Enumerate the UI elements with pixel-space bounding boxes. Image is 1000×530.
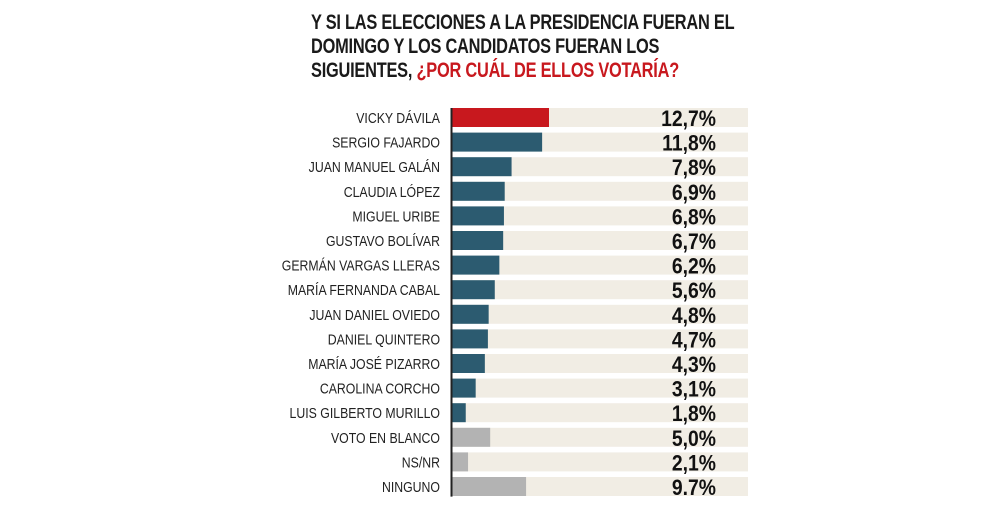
bar: [452, 280, 495, 300]
title-highlight: ¿POR CUÁL DE ELLOS VOTARÍA?: [416, 59, 680, 82]
bar: [452, 403, 466, 423]
value-label: 6,7%: [672, 230, 716, 254]
value-label: 6,9%: [672, 181, 716, 205]
value-label: 4,3%: [672, 353, 716, 377]
value-label: 4,8%: [672, 304, 716, 328]
value-label: 1,8%: [672, 402, 716, 426]
bar: [452, 181, 505, 201]
bar: [452, 231, 504, 250]
bar: [452, 329, 488, 349]
bar: [452, 132, 543, 152]
bar: [452, 108, 549, 127]
title-text: Y SI LAS ELECCIONES A LA PRESIDENCIA FUE…: [311, 11, 735, 82]
bar-track: [452, 452, 748, 472]
value-label: 12,7%: [661, 107, 716, 131]
value-label: 6,8%: [672, 205, 716, 229]
category-label: DANIEL QUINTERO: [328, 331, 440, 347]
bar-track: [452, 157, 748, 177]
bar: [452, 452, 469, 472]
value-label: 11,8%: [662, 131, 716, 155]
value-label: 6,2%: [672, 254, 716, 278]
category-label: MIGUEL URIBE: [352, 208, 440, 224]
bar: [452, 477, 527, 496]
bar-track: [452, 280, 748, 300]
bar-track: [452, 329, 748, 349]
category-label: MARÍA JOSÉ PIZARRO: [308, 355, 440, 372]
bar-track: [452, 231, 748, 250]
bar-track: [452, 403, 748, 423]
category-label: VOTO EN BLANCO: [331, 430, 440, 446]
value-label: 2,1%: [672, 451, 716, 475]
bar: [452, 255, 500, 275]
bar-track: [452, 181, 748, 201]
category-label: MARÍA FERNANDA CABAL: [288, 281, 441, 298]
value-label: 9.7%: [672, 476, 716, 500]
category-label: VICKY DÁVILA: [356, 109, 441, 126]
bar: [452, 378, 476, 398]
value-label: 3,1%: [672, 377, 716, 401]
bar-track: [452, 255, 748, 275]
value-label: 4,7%: [672, 328, 716, 352]
category-label: JUAN MANUEL GALÁN: [309, 158, 440, 175]
bar-track: [452, 304, 748, 324]
bar-track: [452, 206, 748, 226]
value-label: 5,6%: [672, 279, 716, 303]
category-label: NINGUNO: [382, 479, 440, 495]
bar-track: [452, 354, 748, 373]
bar: [452, 427, 491, 447]
category-label: GUSTAVO BOLÍVAR: [326, 232, 440, 249]
bar-track: [452, 378, 748, 398]
category-label: JUAN DANIEL OVIEDO: [309, 307, 440, 323]
category-label: SERGIO FAJARDO: [332, 134, 440, 150]
value-label: 5,0%: [672, 427, 716, 451]
chart-title: Y SI LAS ELECCIONES A LA PRESIDENCIA FUE…: [311, 11, 748, 83]
category-label: GERMÁN VARGAS LLERAS: [282, 256, 440, 273]
bar-track: [452, 427, 748, 447]
bar: [452, 354, 485, 373]
bar: [452, 304, 489, 324]
category-label: LUIS GILBERTO MURILLO: [290, 405, 440, 421]
category-label: CAROLINA CORCHO: [320, 380, 440, 396]
category-label: NS/NR: [402, 454, 440, 470]
bar: [452, 157, 512, 177]
value-label: 7,8%: [672, 156, 716, 180]
category-label: CLAUDIA LÓPEZ: [344, 183, 440, 200]
bar: [452, 206, 504, 226]
